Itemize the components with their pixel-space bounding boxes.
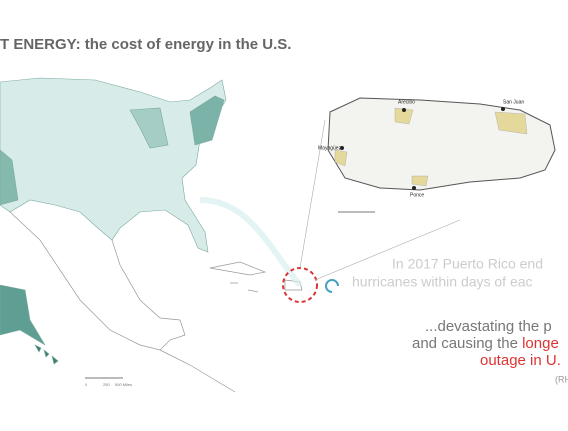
caption-line: In 2017 Puerto Rico end (392, 256, 543, 272)
mexico-caribbean (9, 211, 303, 393)
caption-line: ...devastating the p (425, 318, 552, 335)
callout-line (299, 119, 326, 269)
title: T ENERGY: the cost of energy in the U.S. (0, 36, 291, 53)
city-label: Mayagüez (318, 145, 342, 151)
callout-line (314, 219, 461, 281)
hurricane-symbol (325, 279, 339, 293)
scale-label: 0 (85, 382, 88, 387)
main-scale: 0 250 500 Miles (85, 377, 132, 387)
caption-highlight: longe (522, 335, 559, 352)
caption-line: hurricanes within days of eac (352, 274, 533, 290)
caption-text: and causing the (412, 335, 522, 352)
caption-highlight: outage in U. (480, 352, 561, 369)
us-map (0, 77, 227, 365)
source: (RH (555, 374, 568, 384)
scale-label: 500 Miles (115, 382, 132, 387)
city-label: Arecibo (398, 99, 415, 105)
pr-inset: Arecibo San Juan Mayagüez Ponce (318, 97, 556, 213)
storm-track (199, 197, 303, 287)
caption-line: and causing the longe (412, 335, 559, 352)
city-label: San Juan (503, 99, 524, 105)
city-label: Ponce (410, 192, 424, 198)
scale-label: 250 (103, 382, 110, 387)
